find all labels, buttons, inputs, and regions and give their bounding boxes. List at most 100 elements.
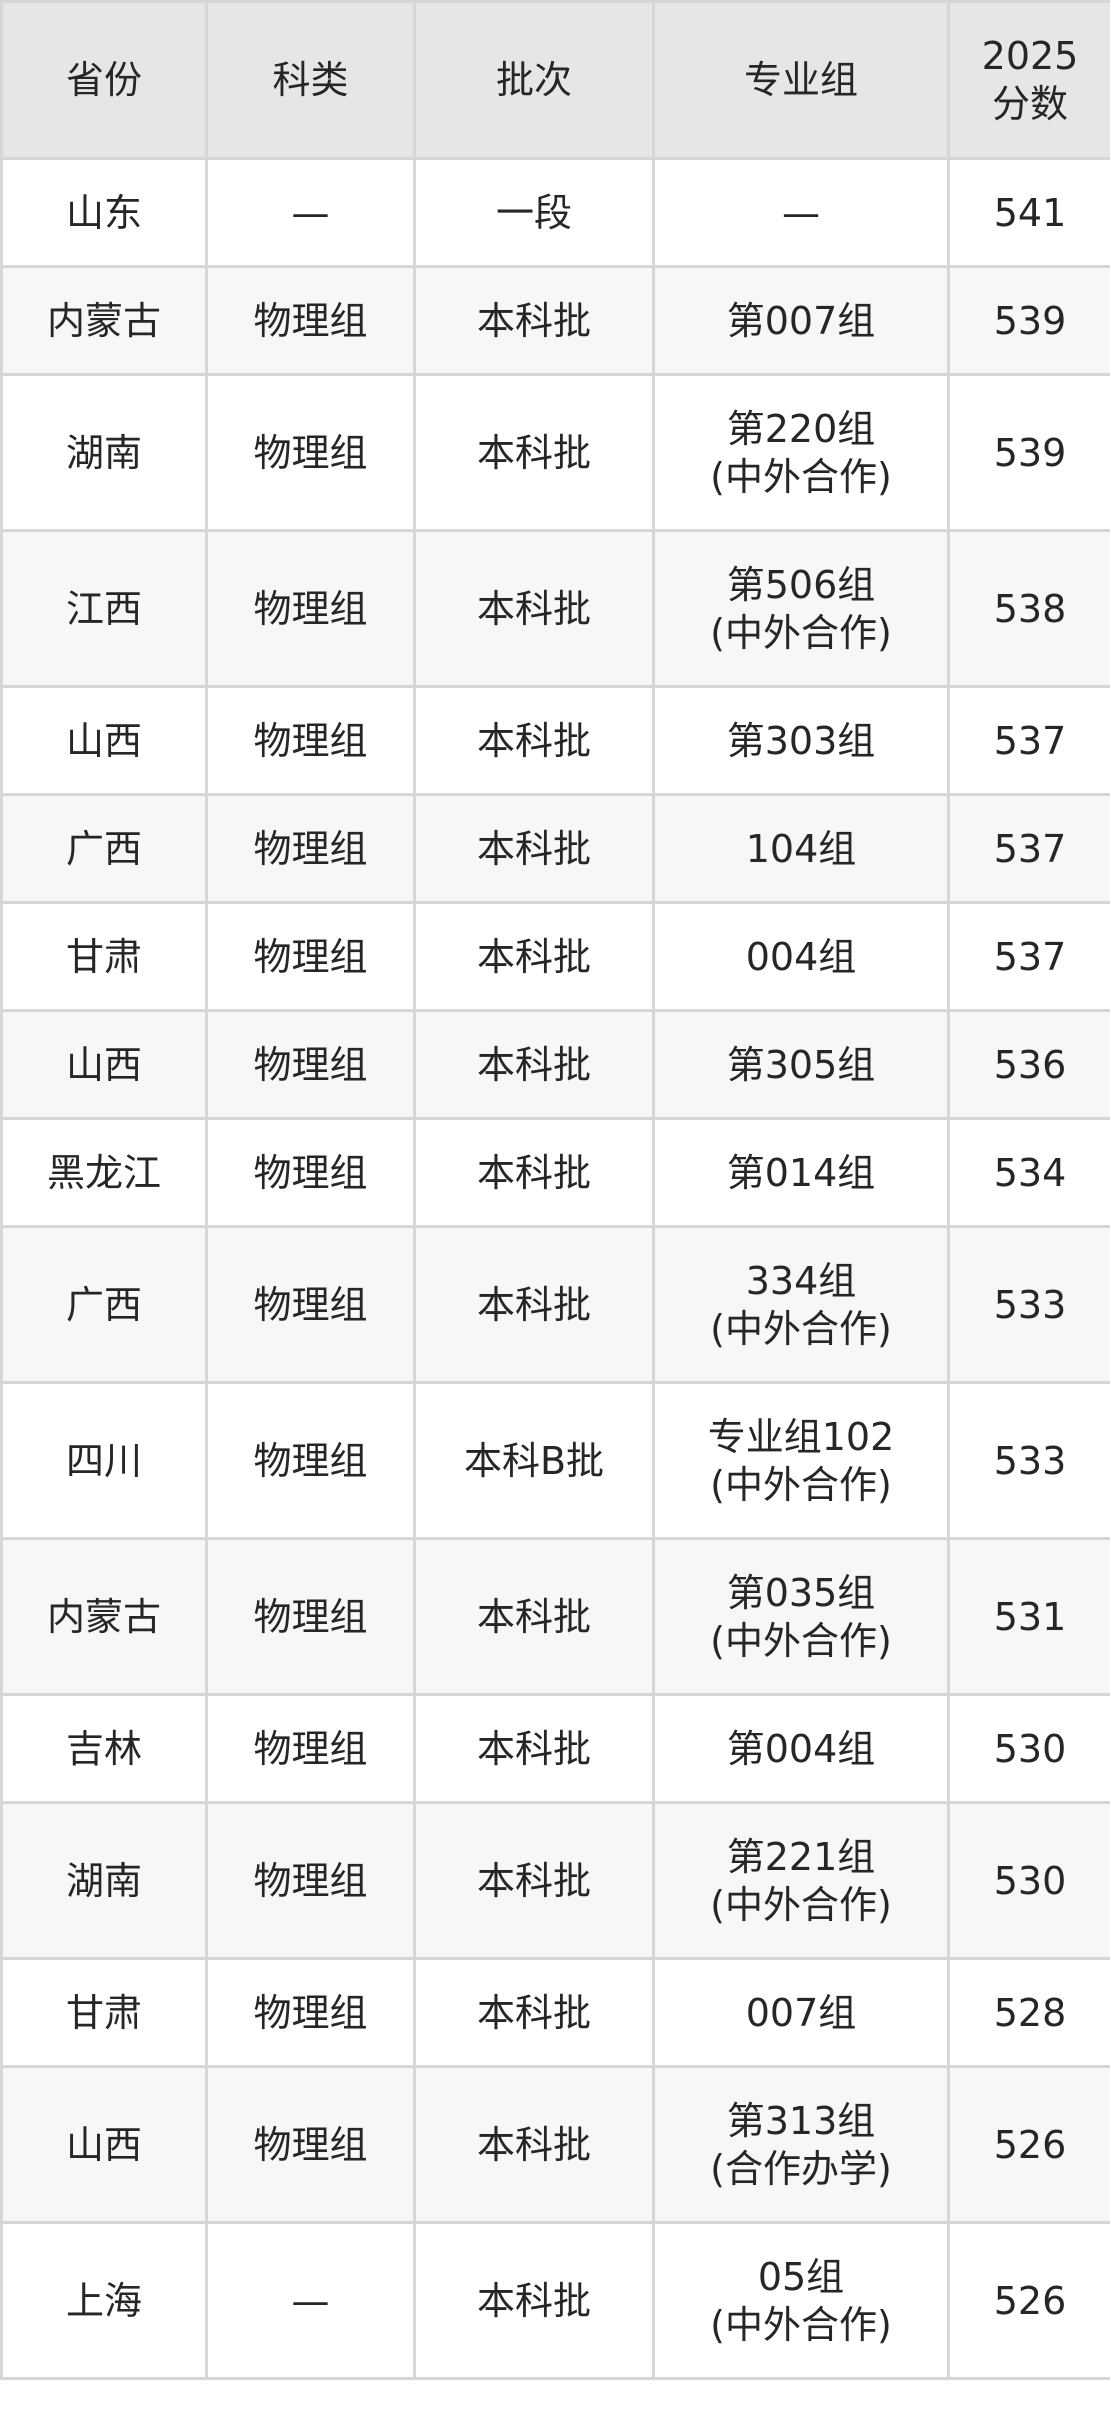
cell-text: 本科批 (476, 298, 591, 343)
cell-subject: 物理组 (205, 1225, 416, 1384)
table-row: 甘肃 物理组 本科批 004组 537 (0, 901, 1110, 1012)
cell-batch: 本科批 (413, 2221, 655, 2380)
cell-text: (合作办学) (710, 2146, 892, 2191)
table-row: 广西 物理组 本科批 104组 537 (0, 793, 1110, 904)
cell-subject: 物理组 (205, 1537, 416, 1696)
cell-batch: 本科批 (413, 265, 655, 376)
cell-score: 537 (947, 793, 1110, 904)
cell-text: 本科批 (476, 826, 591, 871)
header-row: 省份 科类 批次 专业组 2025 分数 (0, 0, 1110, 160)
cell-text: 第506组 (726, 562, 876, 607)
cell-text: — (782, 190, 820, 235)
header-score: 2025 分数 (947, 0, 1110, 160)
cell-text: 第221组 (726, 1834, 876, 1879)
cell-province: 内蒙古 (0, 265, 208, 376)
cell-province: 四川 (0, 1381, 208, 1540)
cell-text: 本科B批 (463, 1438, 605, 1483)
table-row: 山西 物理组 本科批 第305组 536 (0, 1009, 1110, 1120)
cell-batch: 本科批 (413, 1537, 655, 1696)
cell-text: 专业组 (743, 58, 858, 102)
cell-score: 536 (947, 1009, 1110, 1120)
cell-text: 内蒙古 (46, 1594, 161, 1639)
cell-text: (中外合作) (710, 454, 892, 499)
cell-text: 物理组 (253, 1594, 368, 1639)
cell-text: 物理组 (253, 298, 368, 343)
cell-subject: 物理组 (205, 793, 416, 904)
cell-text: 本科批 (476, 586, 591, 631)
cell-score: 531 (947, 1537, 1110, 1696)
cell-text: 物理组 (253, 934, 368, 979)
cell-score: 530 (947, 1801, 1110, 1960)
cell-text: (中外合作) (710, 2302, 892, 2347)
cell-text: 物理组 (253, 1282, 368, 1327)
cell-text: 第007组 (726, 298, 876, 343)
cell-text: — (291, 2278, 330, 2323)
cell-text: 物理组 (253, 2122, 368, 2167)
cell-text: 534 (993, 1150, 1067, 1195)
cell-text: 广西 (65, 1282, 142, 1327)
cell-batch: 本科批 (413, 373, 655, 532)
cell-subject: — (205, 157, 416, 268)
cell-text: (中外合作) (710, 1306, 892, 1351)
cell-text: 山西 (65, 1042, 142, 1087)
cell-major-group: 第303组 (652, 685, 950, 796)
cell-major-group: 004组 (652, 901, 950, 1012)
cell-province: 江西 (0, 529, 208, 688)
cell-text: 537 (993, 718, 1067, 763)
cell-text: 538 (993, 586, 1067, 631)
cell-subject: 物理组 (205, 1009, 416, 1120)
cell-text: 分数 (991, 82, 1068, 126)
cell-text: 第004组 (726, 1726, 876, 1771)
cell-text: (中外合作) (710, 1618, 892, 1663)
cell-major-group: 第220组 (中外合作) (652, 373, 950, 532)
cell-text: 007组 (745, 1990, 857, 2035)
cell-score: 526 (947, 2221, 1110, 2380)
cell-major-group: 334组 (中外合作) (652, 1225, 950, 1384)
cell-text: 2025 (981, 34, 1079, 78)
header-subject: 科类 (205, 0, 416, 160)
header-batch: 批次 (413, 0, 655, 160)
cell-text: 物理组 (253, 1438, 368, 1483)
cell-text: 第014组 (726, 1150, 876, 1195)
cell-text: 530 (993, 1726, 1067, 1771)
cell-text: 江西 (65, 586, 142, 631)
cell-text: 甘肃 (65, 934, 142, 979)
cell-major-group: 05组 (中外合作) (652, 2221, 950, 2380)
cell-subject: 物理组 (205, 901, 416, 1012)
cell-text: 第035组 (726, 1570, 876, 1615)
cell-score: 530 (947, 1693, 1110, 1804)
cell-subject: 物理组 (205, 2065, 416, 2224)
cell-score: 526 (947, 2065, 1110, 2224)
cell-batch: 本科批 (413, 1693, 655, 1804)
cell-major-group: 第221组 (中外合作) (652, 1801, 950, 1960)
table-row: 吉林 物理组 本科批 第004组 530 (0, 1693, 1110, 1804)
cell-text: 第313组 (726, 2098, 876, 2143)
cell-batch: 本科批 (413, 685, 655, 796)
cell-text: 本科批 (476, 718, 591, 763)
cell-province: 上海 (0, 2221, 208, 2380)
table-row: 山西 物理组 本科批 第313组 (合作办学) 526 (0, 2065, 1110, 2224)
cell-text: 批次 (495, 58, 572, 102)
cell-text: 物理组 (253, 1150, 368, 1195)
cell-text: 甘肃 (65, 1990, 142, 2035)
cell-score: 537 (947, 685, 1110, 796)
table-row: 内蒙古 物理组 本科批 第035组 (中外合作) 531 (0, 1537, 1110, 1696)
cell-major-group: 专业组102 (中外合作) (652, 1381, 950, 1540)
table-row: 湖南 物理组 本科批 第221组 (中外合作) 530 (0, 1801, 1110, 1960)
cell-text: 533 (993, 1438, 1067, 1483)
cell-province: 山东 (0, 157, 208, 268)
cell-text: 物理组 (253, 1042, 368, 1087)
cell-text: 004组 (745, 934, 857, 979)
cell-subject: 物理组 (205, 265, 416, 376)
cell-major-group: 第313组 (合作办学) (652, 2065, 950, 2224)
header-province: 省份 (0, 0, 208, 160)
cell-text: 第305组 (726, 1042, 876, 1087)
cell-text: 334组 (745, 1258, 857, 1303)
cell-text: 物理组 (253, 826, 368, 871)
cell-batch: 本科批 (413, 1957, 655, 2068)
cell-text: — (291, 190, 330, 235)
cell-text: 本科批 (476, 2278, 591, 2323)
table-row: 四川 物理组 本科B批 专业组102 (中外合作) 533 (0, 1381, 1110, 1540)
cell-text: 537 (993, 826, 1067, 871)
cell-text: 省份 (65, 58, 142, 102)
